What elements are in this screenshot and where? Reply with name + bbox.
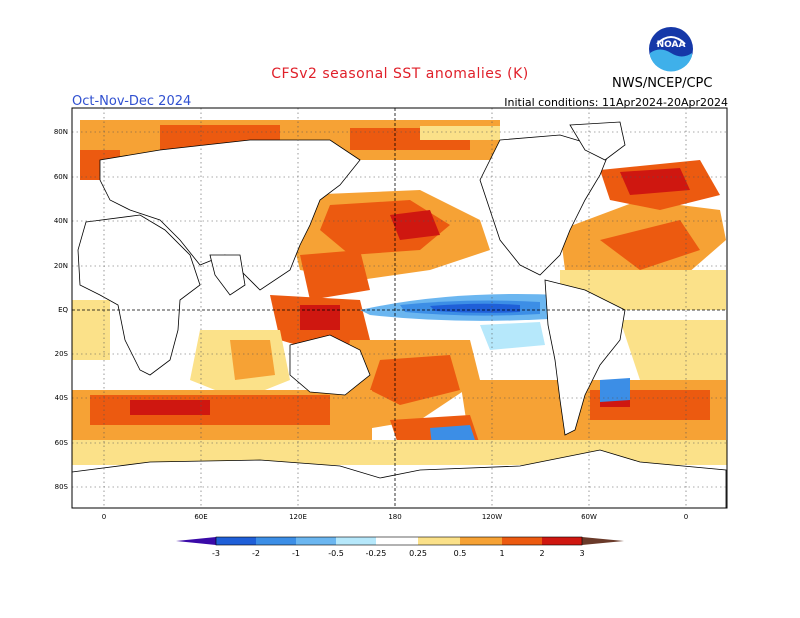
colorbar-segment [256, 537, 296, 545]
lat-label: 20S [55, 350, 69, 358]
colorbar-segment [418, 537, 460, 545]
colorbar-segment [502, 537, 542, 545]
lat-label: 40N [54, 217, 68, 225]
india-landmass [209, 254, 246, 296]
colorbar-labels: -3 -2 -1 -0.5 -0.25 0.25 0.5 1 2 3 [212, 549, 585, 558]
lon-label: 0 [684, 513, 688, 521]
lat-label: 80S [55, 483, 69, 491]
colorbar-label: -1 [292, 549, 300, 558]
colorbar-label: 3 [579, 549, 584, 558]
colorbar-label: -0.5 [328, 549, 344, 558]
continents [72, 121, 727, 508]
australia-landmass [289, 334, 371, 396]
colorbar-label: 2 [539, 549, 544, 558]
agency-label: NWS/NCEP/CPC [612, 76, 713, 91]
colorbar-label: -2 [252, 549, 260, 558]
lat-label: EQ [58, 306, 68, 314]
lat-label: 80N [54, 128, 68, 136]
forecast-period: Oct-Nov-Dec 2024 [72, 94, 192, 109]
greenland-landmass [569, 121, 626, 161]
colorbar-low-arrow [176, 537, 216, 545]
lat-label: 20N [54, 262, 68, 270]
lon-label: 60W [581, 513, 597, 521]
lon-label: 120W [482, 513, 502, 521]
colorbar-segment [376, 537, 418, 545]
eurasia-landmass [99, 139, 361, 291]
colorbar-segment [460, 537, 502, 545]
antarctica-landmass [72, 449, 727, 508]
colorbar-label: 0.25 [409, 549, 427, 558]
colorbar-segment [542, 537, 582, 545]
colorbar-label: -3 [212, 549, 220, 558]
lon-label: 60E [194, 513, 207, 521]
lat-label: 40S [55, 394, 69, 402]
lat-label: 60N [54, 173, 68, 181]
map-title: CFSv2 seasonal SST anomalies (K) [271, 66, 529, 82]
lon-label: 120E [289, 513, 307, 521]
map-frame [71, 107, 728, 509]
africa-landmass [77, 214, 201, 376]
colorbar-high-arrow [582, 537, 624, 545]
anomaly-field [72, 120, 727, 465]
colorbar-label: -0.25 [366, 549, 387, 558]
graticule [72, 108, 727, 508]
logo-text: NOAA [657, 40, 686, 50]
lat-label: 60S [55, 439, 69, 447]
colorbar-segment [216, 537, 256, 545]
initial-conditions: Initial conditions: 11Apr2024-20Apr2024 [504, 96, 728, 109]
colorbar-segment [336, 537, 376, 545]
equator-dateline [72, 108, 727, 508]
longitude-labels: 0 60E 120E 180 120W 60W 0 [102, 513, 688, 521]
colorbar-segment [296, 537, 336, 545]
noaa-logo: NOAA [649, 27, 693, 72]
colorbar: -3 -2 -1 -0.5 -0.25 0.25 0.5 1 2 3 [176, 536, 624, 558]
colorbar-label: 1 [499, 549, 504, 558]
lon-label: 180 [388, 513, 401, 521]
latitude-labels: 80N 60N 40N 20N EQ 20S 40S 60S 80S [54, 128, 69, 491]
lon-label: 0 [102, 513, 106, 521]
colorbar-label: 0.5 [454, 549, 467, 558]
